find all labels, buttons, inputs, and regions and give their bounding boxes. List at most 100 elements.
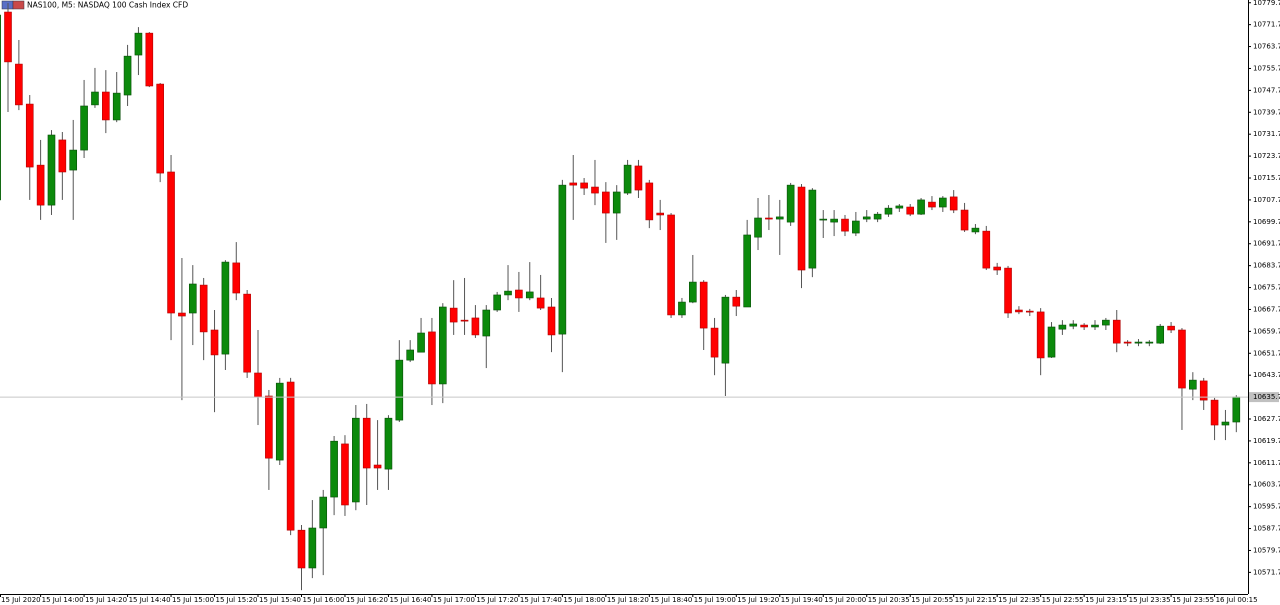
candle-body-up <box>438 306 447 385</box>
x-tick-label: 15 Jul 19:00 <box>694 596 736 604</box>
x-tick-label: 15 Jul 22:15 <box>955 596 997 604</box>
y-tick-label: 10667.7 <box>1253 305 1280 313</box>
y-tick-label: 10643.7 <box>1253 371 1280 379</box>
candle-body-down <box>373 464 382 469</box>
candle-body-up <box>1221 421 1230 426</box>
candle-body-down <box>1036 311 1045 359</box>
y-tick-label: 10699.7 <box>1253 218 1280 226</box>
x-tick-label: 15 Jul 17:40 <box>520 596 562 604</box>
x-tick-label: 15 Jul 23:15 <box>1085 596 1127 604</box>
candle-body-down <box>232 262 241 294</box>
y-tick-label: 10731.7 <box>1253 130 1280 138</box>
candle-body-up <box>1134 341 1143 344</box>
candle-body-up <box>319 496 328 529</box>
y-tick-label: 10715.7 <box>1253 174 1280 182</box>
candle-body-up <box>939 197 947 208</box>
y-tick-label: 10619.7 <box>1253 437 1280 445</box>
candle-body-up <box>689 281 697 303</box>
candle-body-down <box>265 395 273 459</box>
candle-body-up <box>743 234 751 308</box>
candle-body-up <box>493 294 501 311</box>
candle-body-down <box>536 297 545 309</box>
candle-body-up <box>352 417 360 503</box>
chart-title: NAS100, M5: NASDAQ 100 Cash Index CFD <box>27 1 188 10</box>
candle-body-up <box>808 189 817 269</box>
candle-body-up <box>482 309 491 337</box>
candle-body-down <box>102 91 110 121</box>
candle-body-down <box>1167 325 1175 331</box>
candle-body-up <box>1145 341 1154 344</box>
candle-body-up <box>384 417 393 470</box>
current-price-label: 10635.7 <box>1253 393 1280 401</box>
candle-body-down <box>341 443 349 506</box>
candle-body-up <box>895 205 904 209</box>
candle-body-down <box>591 186 599 194</box>
candle-body-up <box>308 527 317 569</box>
candle-body-up <box>123 55 132 96</box>
candle-body-down <box>156 83 164 174</box>
candle-body-down <box>569 182 578 186</box>
candle-body-down <box>656 212 665 216</box>
candle-body-down <box>710 327 719 358</box>
x-tick-label: 15 Jul 18:00 <box>563 596 605 604</box>
candle-body-down <box>4 11 12 63</box>
candle-body-down <box>1178 329 1186 389</box>
x-tick-label: 15 Jul 18:40 <box>650 596 692 604</box>
candle-body-up <box>504 290 512 296</box>
candle-body-up <box>775 216 784 220</box>
y-tick-label: 10579.7 <box>1253 546 1280 554</box>
candle-body-down <box>460 319 469 322</box>
candle-body-down <box>993 266 1001 271</box>
candle-body-up <box>884 207 893 215</box>
candle-body-up <box>395 359 404 421</box>
x-tick-label: 15 Jul 23:55 <box>1172 596 1214 604</box>
x-tick-label: 15 Jul 15:20 <box>216 596 258 604</box>
candle-body-up <box>221 261 230 355</box>
y-tick-label: 10603.7 <box>1253 481 1280 489</box>
candle-body-up <box>80 105 88 151</box>
x-tick-label: 15 Jul 16:40 <box>389 596 431 604</box>
candle-body-down <box>1080 324 1088 328</box>
x-tick-label: 15 Jul 14:00 <box>42 596 84 604</box>
candle-body-up <box>971 227 980 233</box>
y-tick-label: 10659.7 <box>1253 327 1280 335</box>
candle-body-down <box>645 182 654 221</box>
candle-body-up <box>917 199 925 215</box>
candle-body-up <box>1189 379 1197 390</box>
candle-body-up <box>623 164 632 194</box>
candle-body-down <box>428 331 436 385</box>
y-tick-label: 10595.7 <box>1253 503 1280 511</box>
x-tick-label: 15 Jul 20:35 <box>868 596 910 604</box>
candle-body-down <box>580 182 588 189</box>
candle-body-up <box>721 296 730 364</box>
candle-body-down <box>1025 310 1034 313</box>
candle-body-up <box>678 301 686 316</box>
candle-body-up <box>754 217 762 238</box>
candle-body-up <box>134 32 143 56</box>
x-tick-label: 15 Jul 19:20 <box>737 596 779 604</box>
x-tick-label: 15 Jul 16:20 <box>346 596 388 604</box>
candle-body-up <box>862 216 871 220</box>
y-tick-label: 10723.7 <box>1253 152 1280 160</box>
y-tick-label: 10683.7 <box>1253 262 1280 270</box>
x-tick-label: 15 Jul 14:20 <box>85 596 127 604</box>
candle-body-down <box>667 214 675 316</box>
y-tick-label: 10651.7 <box>1253 349 1280 357</box>
candle-body-down <box>1112 319 1121 344</box>
candle-body-up <box>1058 324 1067 330</box>
x-tick-label: 15 Jul 17:20 <box>476 596 518 604</box>
candle-body-down <box>765 217 773 220</box>
candle-body-down <box>928 201 936 208</box>
plot-area <box>0 3 1241 591</box>
candle-body-up <box>873 213 882 220</box>
candle-body-up <box>1069 323 1078 327</box>
candle-body-down <box>547 306 556 336</box>
candle-body-down <box>949 196 958 211</box>
symbol-icon <box>1 0 25 10</box>
candle-body-up <box>188 283 197 314</box>
candle-body-up <box>852 220 860 234</box>
y-tick-label: 10691.7 <box>1253 240 1280 248</box>
x-tick-label: 15 Jul 22:35 <box>998 596 1040 604</box>
x-tick-label: 15 Jul 18:20 <box>607 596 649 604</box>
